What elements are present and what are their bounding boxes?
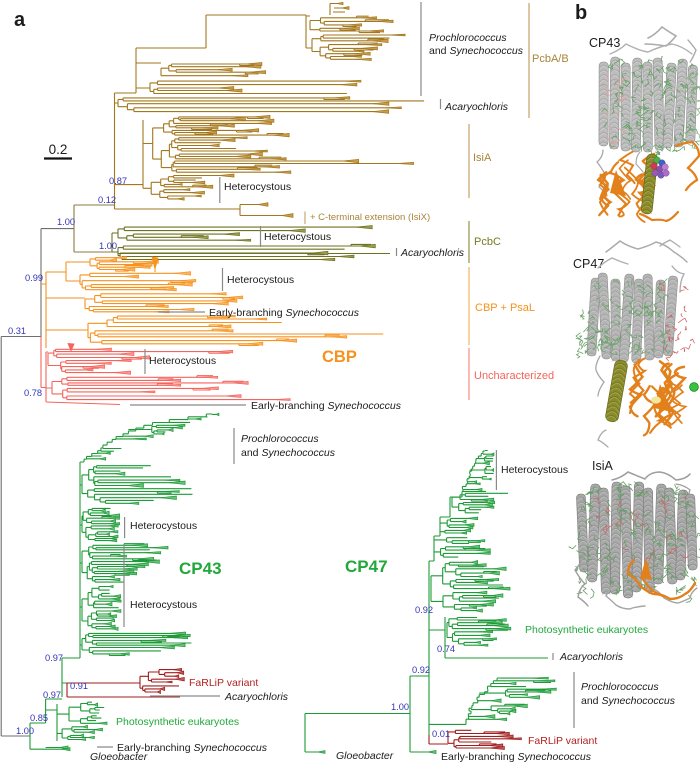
svg-text:CBP + PsaL: CBP + PsaL <box>475 302 535 314</box>
svg-text:0.87: 0.87 <box>109 176 127 186</box>
svg-text:and Synechococcus: and Synechococcus <box>241 447 336 459</box>
svg-text:IsiA: IsiA <box>592 459 614 473</box>
svg-text:Early-branching Synechococcus: Early-branching Synechococcus <box>209 307 360 319</box>
svg-text:a: a <box>14 9 26 31</box>
svg-text:and Synechococcus: and Synechococcus <box>581 695 676 707</box>
svg-text:CP43: CP43 <box>589 36 620 50</box>
svg-text:Acaryochloris: Acaryochloris <box>559 651 624 663</box>
svg-text:0.31: 0.31 <box>8 326 26 336</box>
svg-text:+ C-terminal extension (IsiX): + C-terminal extension (IsiX) <box>310 212 430 223</box>
svg-text:0.97: 0.97 <box>43 690 61 700</box>
svg-text:Heterocystous: Heterocystous <box>130 520 197 532</box>
svg-text:0.85: 0.85 <box>30 713 48 723</box>
svg-text:FaRLiP variant: FaRLiP variant <box>189 677 258 689</box>
svg-text:Gloeobacter: Gloeobacter <box>90 751 148 763</box>
svg-text:and Synechococcus: and Synechococcus <box>429 45 524 57</box>
svg-text:FaRLiP variant: FaRLiP variant <box>528 735 597 747</box>
svg-text:Heterocystous: Heterocystous <box>501 464 568 476</box>
svg-text:0.01: 0.01 <box>432 729 450 739</box>
svg-text:b: b <box>575 2 587 24</box>
svg-text:Early-branching Synechococcus: Early-branching Synechococcus <box>251 400 402 412</box>
svg-text:0.12: 0.12 <box>98 195 116 205</box>
svg-text:0.74: 0.74 <box>437 644 455 654</box>
svg-text:Early-branching Synechococcus: Early-branching Synechococcus <box>441 751 592 763</box>
svg-text:Heterocystous: Heterocystous <box>130 599 197 611</box>
svg-text:Gloeobacter: Gloeobacter <box>336 750 394 762</box>
svg-text:Acaryochloris: Acaryochloris <box>400 247 465 259</box>
svg-text:1.00: 1.00 <box>16 726 34 736</box>
svg-text:Heterocystous: Heterocystous <box>227 274 294 286</box>
svg-text:Heterocystous: Heterocystous <box>264 231 331 243</box>
svg-text:0.97: 0.97 <box>45 653 63 663</box>
svg-text:CP47: CP47 <box>345 557 388 576</box>
svg-text:Photosynthetic eukaryotes: Photosynthetic eukaryotes <box>525 624 648 636</box>
svg-text:CP43: CP43 <box>179 559 222 578</box>
svg-text:0.78: 0.78 <box>24 388 42 398</box>
svg-text:Acaryochloris: Acaryochloris <box>444 101 509 113</box>
svg-text:Prochlorococcus: Prochlorococcus <box>429 32 507 44</box>
svg-text:0.91: 0.91 <box>70 681 88 691</box>
svg-text:0.92: 0.92 <box>415 605 433 615</box>
svg-text:PcbC: PcbC <box>474 236 501 248</box>
svg-text:Prochlorococcus: Prochlorococcus <box>581 681 659 693</box>
svg-text:0.99: 0.99 <box>25 273 43 283</box>
svg-text:Photosynthetic eukaryotes: Photosynthetic eukaryotes <box>116 716 239 728</box>
svg-text:CBP: CBP <box>322 348 357 366</box>
svg-text:1.00: 1.00 <box>57 217 75 227</box>
svg-text:Prochlorococcus: Prochlorococcus <box>241 433 319 445</box>
svg-text:CP47: CP47 <box>573 257 604 271</box>
svg-text:1.00: 1.00 <box>391 702 409 712</box>
svg-text:IsiA: IsiA <box>473 152 492 164</box>
svg-text:Heterocystous: Heterocystous <box>224 181 291 193</box>
svg-text:Acaryochloris: Acaryochloris <box>224 691 289 703</box>
svg-text:Heterocystous: Heterocystous <box>149 355 216 367</box>
svg-text:1.00: 1.00 <box>99 241 117 251</box>
svg-text:PcbA/B: PcbA/B <box>532 53 569 65</box>
svg-text:Early-branching Synechococcus: Early-branching Synechococcus <box>117 742 268 754</box>
svg-text:0.2: 0.2 <box>49 142 68 157</box>
svg-text:Uncharacterized: Uncharacterized <box>474 370 554 382</box>
svg-text:0.92: 0.92 <box>412 665 430 675</box>
